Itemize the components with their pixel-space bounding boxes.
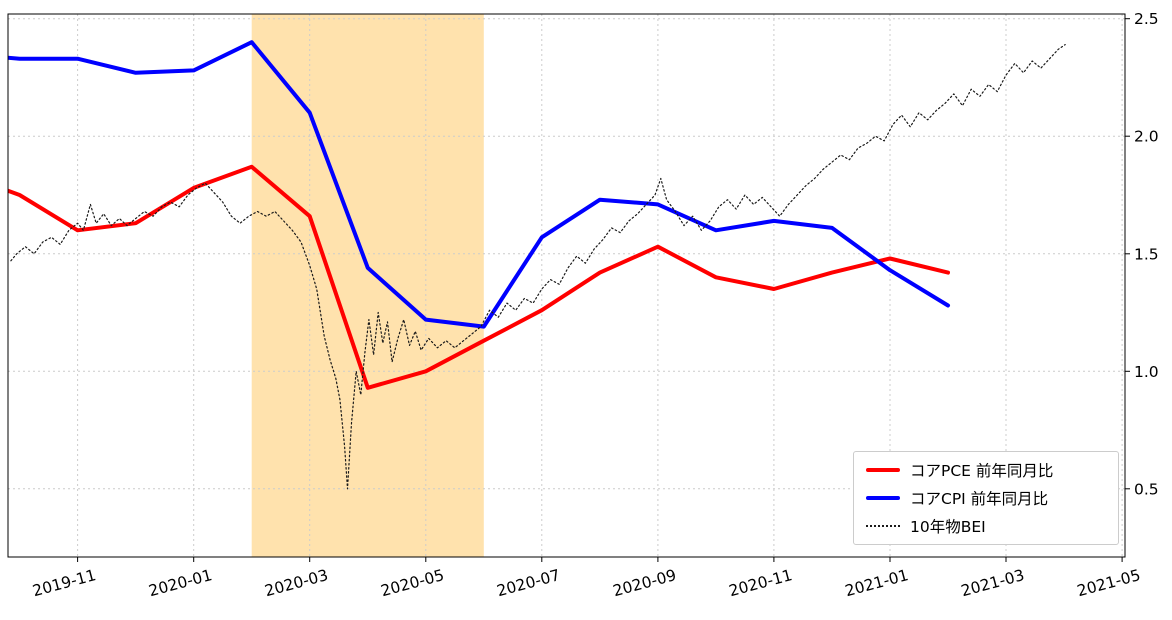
legend-line-core-pce-icon bbox=[866, 468, 900, 472]
svg-text:2019-11: 2019-11 bbox=[31, 566, 98, 600]
svg-text:2021-01: 2021-01 bbox=[843, 566, 910, 600]
svg-text:2.0: 2.0 bbox=[1134, 128, 1159, 146]
svg-text:2021-05: 2021-05 bbox=[1075, 566, 1142, 600]
svg-text:2021-03: 2021-03 bbox=[959, 566, 1026, 600]
svg-text:2.5: 2.5 bbox=[1134, 10, 1159, 28]
legend-label-core-cpi: コアCPI 前年同月比 bbox=[910, 490, 1049, 508]
legend-item-core-cpi: コアCPI 前年同月比 bbox=[866, 487, 1108, 509]
legend-line-core-cpi-icon bbox=[866, 496, 900, 500]
svg-text:2020-01: 2020-01 bbox=[147, 566, 214, 600]
legend-item-bei: 10年物BEI bbox=[866, 515, 1108, 537]
legend-label-bei: 10年物BEI bbox=[910, 518, 986, 536]
svg-text:0.5: 0.5 bbox=[1134, 480, 1159, 498]
svg-text:2020-09: 2020-09 bbox=[611, 566, 678, 600]
svg-text:1.5: 1.5 bbox=[1134, 245, 1159, 263]
legend-item-core-pce: コアPCE 前年同月比 bbox=[866, 459, 1108, 481]
svg-text:2020-11: 2020-11 bbox=[727, 566, 794, 600]
svg-text:1.0: 1.0 bbox=[1134, 363, 1159, 381]
legend-label-core-pce: コアPCE 前年同月比 bbox=[910, 462, 1054, 480]
svg-text:2020-07: 2020-07 bbox=[495, 566, 562, 600]
legend: コアPCE 前年同月比 コアCPI 前年同月比 10年物BEI bbox=[853, 451, 1119, 545]
legend-line-bei-icon bbox=[866, 525, 900, 527]
svg-text:2020-05: 2020-05 bbox=[379, 566, 446, 600]
svg-text:2020-03: 2020-03 bbox=[263, 566, 330, 600]
